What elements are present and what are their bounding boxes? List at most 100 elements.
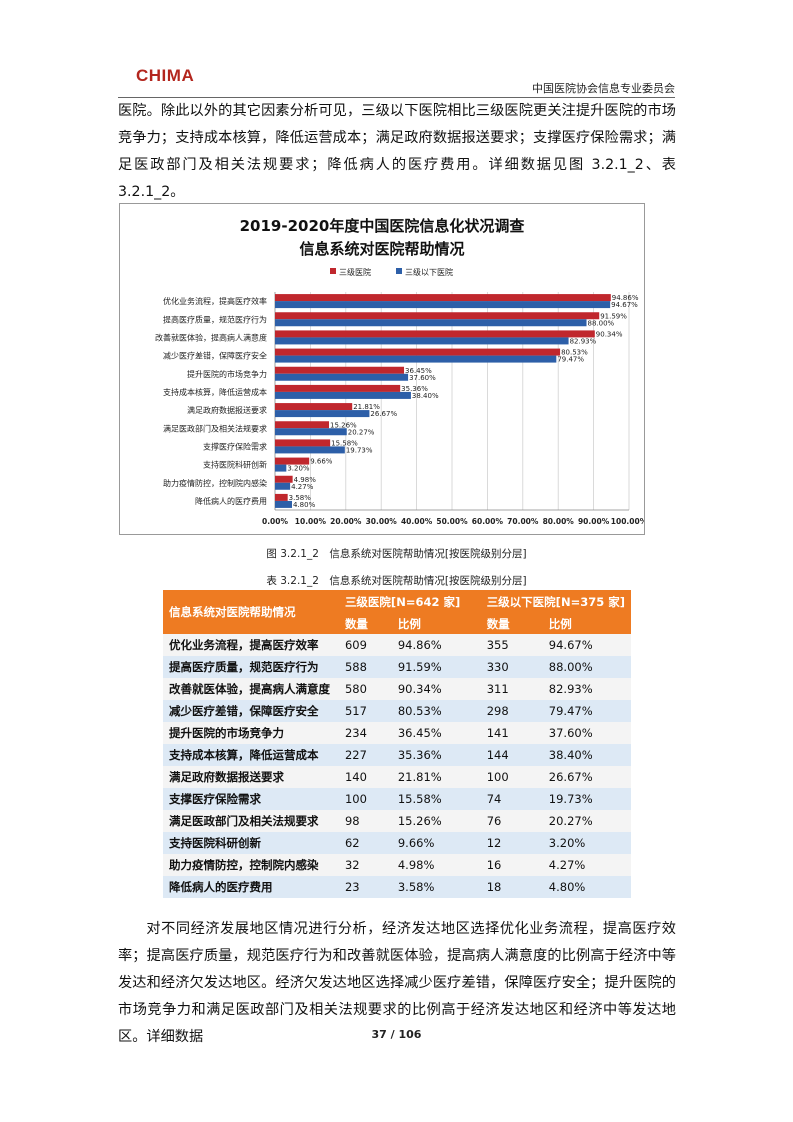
table-cell-item: 助力疫情防控，控制院内感染 [163,854,339,876]
table-cell-value: 3.20% [542,832,631,854]
table-cell-item: 支持成本核算，降低运营成本 [163,744,339,766]
figure-caption: 图 3.2.1_2 信息系统对医院帮助情况[按医院级别分层] [266,548,527,560]
table-cell-value: 100 [338,788,392,810]
x-tick-label: 80.00% [543,517,575,526]
table-cell-item: 支持医院科研创新 [163,832,339,854]
table-cell-item: 优化业务流程，提高医疗效率 [163,634,339,656]
bar [275,366,405,374]
bar-value-label: 37.60% [409,374,436,382]
chart-subtitle: 信息系统对医院帮助情况 [299,240,464,258]
table-cell-item: 提高医疗质量，规范医疗行为 [163,656,339,678]
outro-paragraph: 对不同经济发展地区情况进行分析，经济发达地区选择优化业务流程，提高医疗效率；提高… [118,921,676,1045]
table-cell-value: 23 [338,876,392,898]
category-label: 支持医院科研创新 [203,460,267,470]
x-tick-label: 50.00% [436,517,468,526]
bar [275,301,611,309]
table-cell-value: 9.66% [391,832,481,854]
legend-swatch [396,268,402,274]
table-cell-item: 减少医疗差错，保障医疗安全 [163,700,339,722]
intro-paragraph: 医院。除此以外的其它因素分析可见，三级以下医院相比三级医院更关注提升医院的市场竞… [118,103,676,200]
bar-value-label: 4.98% [294,476,317,484]
x-tick-label: 70.00% [507,517,539,526]
bar-value-label: 9.66% [310,458,333,466]
table-row: 降低病人的医疗费用 23 3.58% 18 4.80% [163,876,631,898]
table-row: 满足医政部门及相关法规要求 98 15.26% 76 20.27% [163,810,631,832]
bar-value-label: 15.58% [331,439,358,447]
category-label: 满足医政部门及相关法规要求 [163,423,267,433]
table-caption: 表 3.2.1_2 信息系统对医院帮助情况[按医院级别分层] [266,575,527,587]
table-cell-value: 98 [338,810,392,832]
table-cell-value: 4.98% [391,854,481,876]
table-cell-value: 144 [480,744,543,766]
table-row: 改善就医体验，提高病人满意度 580 90.34% 311 82.93% [163,678,631,700]
table-subheader-ratio: 比例 [542,613,631,634]
table-subheader-count: 数量 [338,613,392,634]
category-label: 支撑医疗保险需求 [203,441,267,451]
bar-value-label: 35.36% [401,385,428,393]
table-row: 满足政府数据报送要求 140 21.81% 100 26.67% [163,766,631,788]
table-cell-value: 16 [480,854,543,876]
table-cell-value: 517 [338,700,392,722]
table-cell-value: 94.86% [391,634,481,656]
x-tick-label: 30.00% [366,517,398,526]
table-row: 支撑医疗保险需求 100 15.58% 74 19.73% [163,788,631,810]
table-cell-item: 改善就医体验，提高病人满意度 [163,678,339,700]
table-cell-value: 35.36% [391,744,481,766]
table-cell-value: 91.59% [391,656,481,678]
table-cell-value: 80.53% [391,700,481,722]
table-row: 减少医疗差错，保障医疗安全 517 80.53% 298 79.47% [163,700,631,722]
page-number: 37 / 106 [371,1028,422,1041]
category-label: 支持成本核算，降低运营成本 [163,387,267,397]
chart-title: 2019-2020年度中国医院信息化状况调查 [240,217,526,235]
table-cell-item: 满足医政部门及相关法规要求 [163,810,339,832]
table-cell-value: 36.45% [391,722,481,744]
bar-value-label: 94.86% [612,294,639,302]
bar [275,384,401,392]
table-cell-value: 15.26% [391,810,481,832]
bar-value-label: 20.27% [348,428,375,436]
table-cell-value: 21.81% [391,766,481,788]
bar-value-label: 19.73% [346,446,373,454]
table-cell-value: 37.60% [542,722,631,744]
table-cell-value: 62 [338,832,392,854]
table-cell-value: 140 [338,766,392,788]
table-cell-item: 满足政府数据报送要求 [163,766,339,788]
table-cell-value: 609 [338,634,392,656]
table-cell-value: 588 [338,656,392,678]
table-subheader-ratio: 比例 [391,613,481,634]
table-cell-value: 76 [480,810,543,832]
table-row: 优化业务流程，提高医疗效率 609 94.86% 355 94.67% [163,634,631,656]
bar-value-label: 4.27% [291,483,314,491]
table-row: 支持成本核算，降低运营成本 227 35.36% 144 38.40% [163,744,631,766]
x-tick-label: 90.00% [578,517,610,526]
chart-grid [274,292,630,511]
table-row: 提升医院的市场竞争力 234 36.45% 141 37.60% [163,722,631,744]
table-cell-value: 19.73% [542,788,631,810]
x-tick-label: 100.00% [611,517,644,526]
bar [275,475,293,483]
bar-value-label: 15.26% [330,421,357,429]
table-cell-value: 580 [338,678,392,700]
bar [275,446,345,454]
header-divider [118,97,675,98]
bar-value-label: 82.93% [570,337,597,345]
table-row: 助力疫情防控，控制院内感染 32 4.98% 16 4.27% [163,854,631,876]
table-cell-value: 38.40% [542,744,631,766]
table-cell-value: 15.58% [391,788,481,810]
category-label: 助力疫情防控，控制院内感染 [163,478,267,488]
table-cell-value: 227 [338,744,392,766]
table-cell-value: 234 [338,722,392,744]
category-label: 满足政府数据报送要求 [187,405,267,415]
bar [275,500,292,508]
table-cell-item: 提升医院的市场竞争力 [163,722,339,744]
bar [275,355,557,363]
x-tick-label: 0.00% [262,517,289,526]
bar [275,391,411,399]
bar [275,421,330,429]
bar [275,373,409,381]
bar [275,410,370,418]
bar-value-label: 36.45% [405,367,432,375]
table-cell-value: 79.47% [542,700,631,722]
bar-value-label: 90.34% [596,330,623,338]
table-cell-value: 100 [480,766,543,788]
